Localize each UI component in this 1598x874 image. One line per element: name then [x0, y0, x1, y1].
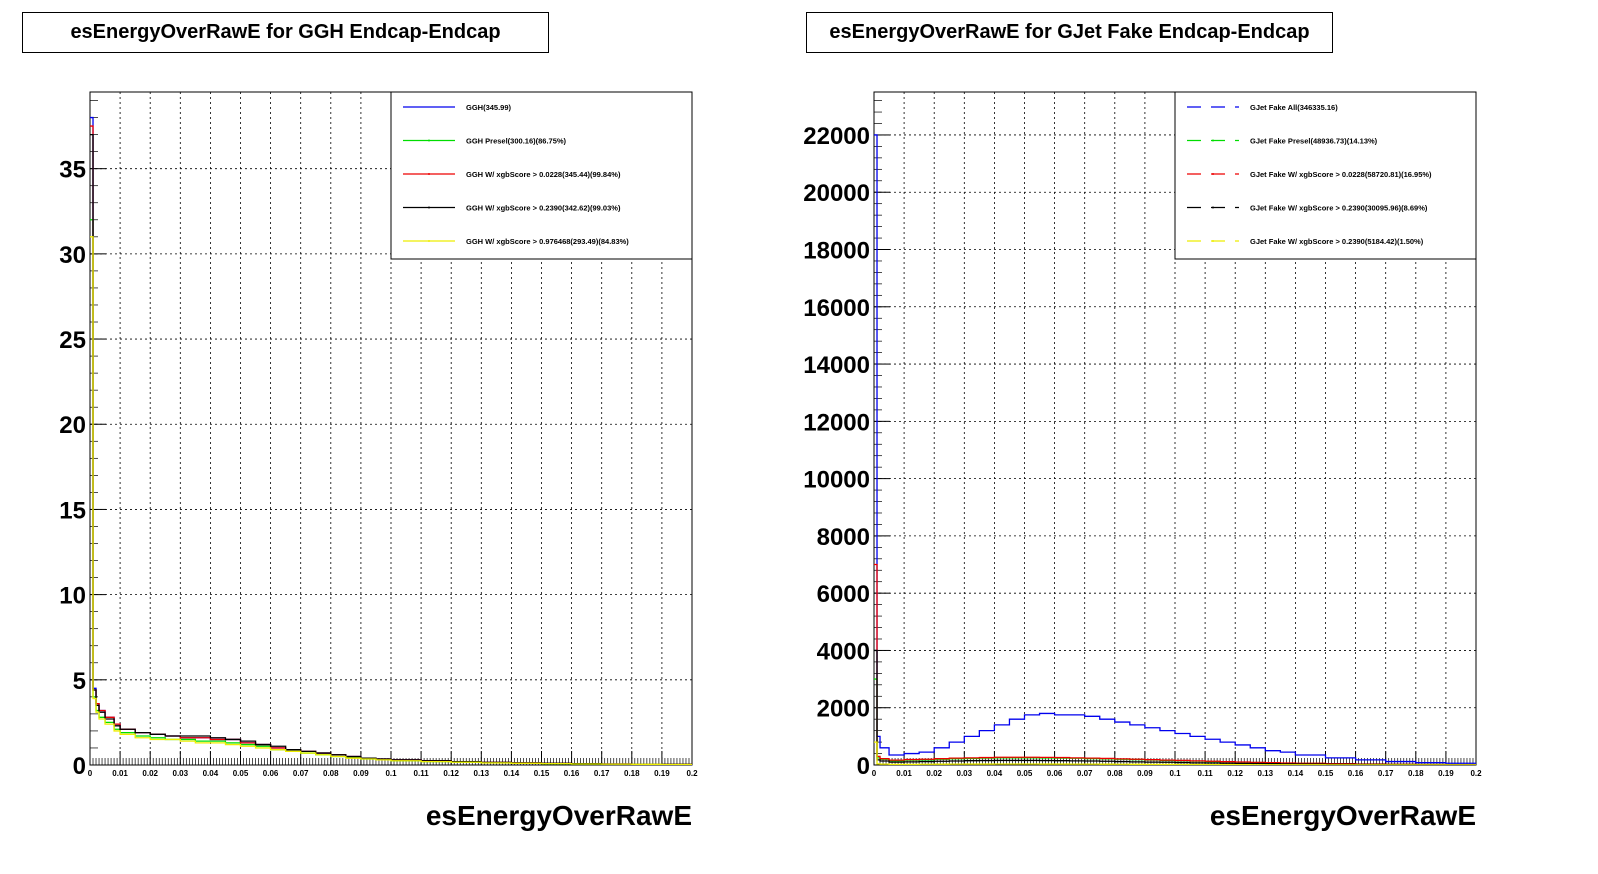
y-tick-label: 10000: [803, 467, 870, 494]
x-tick-label: 0.01: [112, 769, 128, 778]
x-tick-label: 0.16: [564, 769, 580, 778]
y-tick-label: 6000: [817, 581, 870, 608]
x-tick-label: 0.1: [385, 769, 397, 778]
x-tick-label: 0.11: [414, 769, 430, 778]
x-tick-label: 0.02: [926, 769, 942, 778]
x-tick-label: 0.19: [1438, 769, 1454, 778]
x-tick-label: 0.11: [1198, 769, 1214, 778]
y-tick-label: 0: [73, 753, 86, 780]
legend-marker: [428, 206, 430, 209]
x-axis-title: esEnergyOverRawE: [1210, 800, 1476, 831]
x-tick-label: 0.05: [1017, 769, 1033, 778]
x-tick-label: 0.12: [443, 769, 459, 778]
chart-title-right: esEnergyOverRawE for GJet Fake Endcap-En…: [806, 12, 1333, 53]
x-tick-label: 0.2: [686, 769, 698, 778]
legend-label: GJet Fake W/ xgbScore > 0.0228(58720.81)…: [1250, 170, 1432, 179]
legend-label: GJet Fake W/ xgbScore > 0.2390(30095.96)…: [1250, 204, 1428, 213]
legend-label: GGH(345.99): [466, 103, 512, 112]
x-tick-label: 0.04: [203, 769, 219, 778]
legend-marker: [428, 240, 430, 242]
legend-marker: [1212, 173, 1214, 175]
x-tick-label: 0.13: [474, 769, 490, 778]
x-axis-title: esEnergyOverRawE: [426, 800, 692, 831]
y-tick-label: 10: [59, 583, 86, 610]
y-tick-label: 2000: [817, 696, 870, 723]
x-tick-label: 0.14: [504, 769, 520, 778]
y-tick-label: 20000: [803, 180, 870, 207]
series-line-4: [874, 741, 1476, 765]
plot-1: 0 0.01 0.02 0.03 0.04 0.05 0.06 0.07 0.08 0.09 0.1…: [803, 91, 1482, 831]
legend-label: GGH W/ xgbScore > 0.0228(345.44)(99.84%): [466, 170, 621, 179]
series-line-4: [90, 236, 692, 765]
x-tick-label: 0.06: [263, 769, 279, 778]
x-tick-label: 0.16: [1348, 769, 1364, 778]
y-tick-label: 8000: [817, 524, 870, 551]
x-tick-label: 0.14: [1288, 769, 1304, 778]
y-tick-label: 0: [857, 753, 870, 780]
y-tick-label: 5: [73, 668, 86, 695]
x-tick-label: 0.09: [353, 769, 369, 778]
legend-marker: [1212, 206, 1214, 209]
legend-marker: [1212, 240, 1214, 242]
legend-label: GGH W/ xgbScore > 0.976468(293.49)(84.83…: [466, 237, 629, 246]
x-tick-label: 0.19: [654, 769, 670, 778]
y-tick-label: 12000: [803, 409, 870, 436]
x-tick-label: 0.04: [987, 769, 1003, 778]
series-line-2: [874, 563, 1476, 765]
x-tick-label: 0.08: [323, 769, 339, 778]
x-tick-label: 0.03: [957, 769, 973, 778]
legend-label: GJet Fake Presel(48936.73)(14.13%): [1250, 137, 1378, 146]
x-tick-label: 0.17: [1378, 769, 1394, 778]
y-tick-label: 20: [59, 412, 86, 439]
x-tick-label: 0.02: [142, 769, 158, 778]
y-tick-label: 18000: [803, 238, 870, 265]
x-tick-label: 0.13: [1258, 769, 1274, 778]
legend-box: [390, 91, 693, 260]
legend-label: GJet Fake W/ xgbScore > 0.2390(5184.42)(…: [1250, 237, 1424, 246]
y-tick-label: 25: [59, 327, 86, 354]
plot-0: 0 0.01 0.02 0.03 0.04 0.05 0.06 0.07 0.08 0.09 0.1…: [59, 91, 698, 831]
legend-label: GGH Presel(300.16)(86.75%): [466, 137, 567, 146]
x-tick-label: 0.17: [594, 769, 610, 778]
x-tick-label: 0.08: [1107, 769, 1123, 778]
x-tick-label: 0.18: [1408, 769, 1424, 778]
y-tick-label: 16000: [803, 295, 870, 322]
x-tick-label: 0.15: [1318, 769, 1334, 778]
chart-title-left: esEnergyOverRawE for GGH Endcap-Endcap: [22, 12, 549, 53]
y-tick-label: 30: [59, 242, 86, 269]
x-tick-label: 0.12: [1227, 769, 1243, 778]
legend-marker: [1212, 139, 1214, 142]
x-tick-label: 0.06: [1047, 769, 1063, 778]
y-tick-label: 14000: [803, 352, 870, 379]
y-tick-label: 35: [59, 157, 86, 184]
x-tick-label: 0.1: [1169, 769, 1181, 778]
x-tick-label: 0.01: [896, 769, 912, 778]
legend-label: GGH W/ xgbScore > 0.2390(342.62)(99.03%): [466, 204, 621, 213]
x-tick-label: 0: [872, 769, 877, 778]
x-tick-label: 0.2: [1470, 769, 1482, 778]
series-line-0: [874, 134, 1476, 764]
legend-box: [1174, 91, 1477, 260]
legend-marker: [428, 173, 430, 175]
x-tick-label: 0: [88, 769, 93, 778]
x-tick-label: 0.05: [233, 769, 249, 778]
y-tick-label: 22000: [803, 123, 870, 150]
x-tick-label: 0.03: [173, 769, 189, 778]
x-tick-label: 0.09: [1137, 769, 1153, 778]
legend-label: GJet Fake All(346335.16): [1250, 103, 1338, 112]
y-tick-label: 15: [59, 497, 86, 524]
series-line-3: [874, 649, 1476, 765]
x-tick-label: 0.07: [293, 769, 309, 778]
x-tick-label: 0.18: [624, 769, 640, 778]
x-tick-label: 0.07: [1077, 769, 1093, 778]
legend-marker: [428, 139, 430, 142]
y-tick-label: 4000: [817, 638, 870, 665]
x-tick-label: 0.15: [534, 769, 550, 778]
